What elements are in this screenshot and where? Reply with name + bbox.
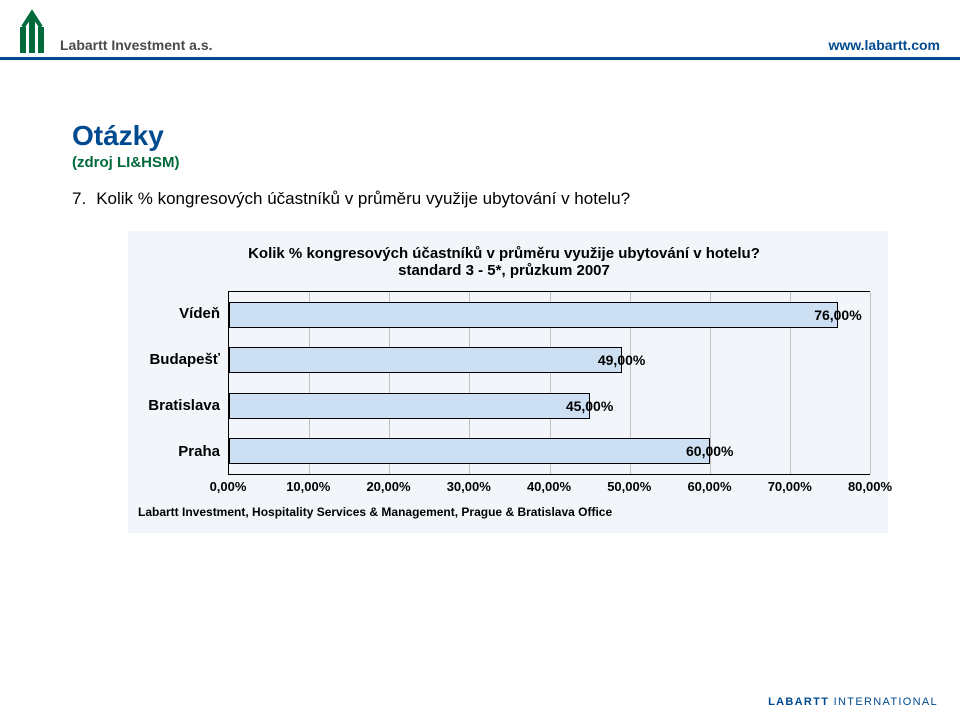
chart-subtitle: standard 3 - 5*, průzkum 2007 xyxy=(138,262,870,279)
chart-x-tick: 20,00% xyxy=(366,479,410,494)
chart-x-tick: 50,00% xyxy=(607,479,651,494)
chart-bar xyxy=(229,438,710,464)
chart-bar-label: 76,00% xyxy=(808,307,868,323)
chart-bar-row: 76,00% xyxy=(229,292,870,338)
chart-x-tick: 80,00% xyxy=(848,479,892,494)
chart-x-tick: 30,00% xyxy=(447,479,491,494)
question: 7. Kolik % kongresových účastníků v prům… xyxy=(72,189,888,209)
chart-bar-row: 45,00% xyxy=(229,383,870,429)
chart-gridline xyxy=(870,292,871,474)
page-footer: LABARTT INTERNATIONAL xyxy=(768,696,938,708)
footer-brand-rest: INTERNATIONAL xyxy=(834,696,938,708)
question-number: 7. xyxy=(72,189,86,209)
chart-bar xyxy=(229,302,838,328)
chart-category-labels: VídeňBudapešťBratislavaPraha xyxy=(138,291,228,475)
chart-plot-row: VídeňBudapešťBratislavaPraha 76,00% 49,00… xyxy=(138,291,870,475)
chart-bar-label: 45,00% xyxy=(560,398,620,414)
chart-x-ticks: 0,00%10,00%20,00%30,00%40,00%50,00%60,00… xyxy=(228,479,870,499)
page-source: (zdroj LI&HSM) xyxy=(72,154,888,171)
chart-bar-label: 60,00% xyxy=(680,443,740,459)
chart-bar-row: 60,00% xyxy=(229,429,870,475)
chart-category-label: Vídeň xyxy=(138,291,228,337)
chart-category-label: Bratislava xyxy=(138,383,228,429)
chart-bar xyxy=(229,393,590,419)
chart-x-tick: 60,00% xyxy=(687,479,731,494)
chart-title: Kolik % kongresových účastníků v průměru… xyxy=(138,245,870,262)
chart-footer: Labartt Investment, Hospitality Services… xyxy=(138,505,870,519)
company-name: Labartt Investment a.s. xyxy=(60,37,213,53)
chart-bar-row: 49,00% xyxy=(229,338,870,384)
chart-plot-area: 76,00% 49,00% 45,00% 60,00% xyxy=(228,291,870,475)
chart-category-label: Praha xyxy=(138,429,228,475)
page-title: Otázky xyxy=(72,120,888,152)
page-header: Labartt Investment a.s. www.labartt.com xyxy=(0,0,960,60)
chart-x-tick: 0,00% xyxy=(210,479,247,494)
chart-bar-label: 49,00% xyxy=(592,352,652,368)
chart-x-tick: 10,00% xyxy=(286,479,330,494)
header-left: Labartt Investment a.s. xyxy=(12,9,213,53)
chart-category-label: Budapešť xyxy=(138,337,228,383)
footer-brand-bold: LABARTT xyxy=(768,696,829,708)
chart-x-tick: 40,00% xyxy=(527,479,571,494)
chart: Kolik % kongresových účastníků v průměru… xyxy=(128,231,888,533)
content: Otázky (zdroj LI&HSM) 7. Kolik % kongres… xyxy=(0,60,960,533)
question-text: Kolik % kongresových účastníků v průměru… xyxy=(96,189,630,209)
chart-bar xyxy=(229,347,622,373)
chart-x-tick: 70,00% xyxy=(768,479,812,494)
logo-icon xyxy=(12,9,52,53)
company-url: www.labartt.com xyxy=(828,37,940,53)
